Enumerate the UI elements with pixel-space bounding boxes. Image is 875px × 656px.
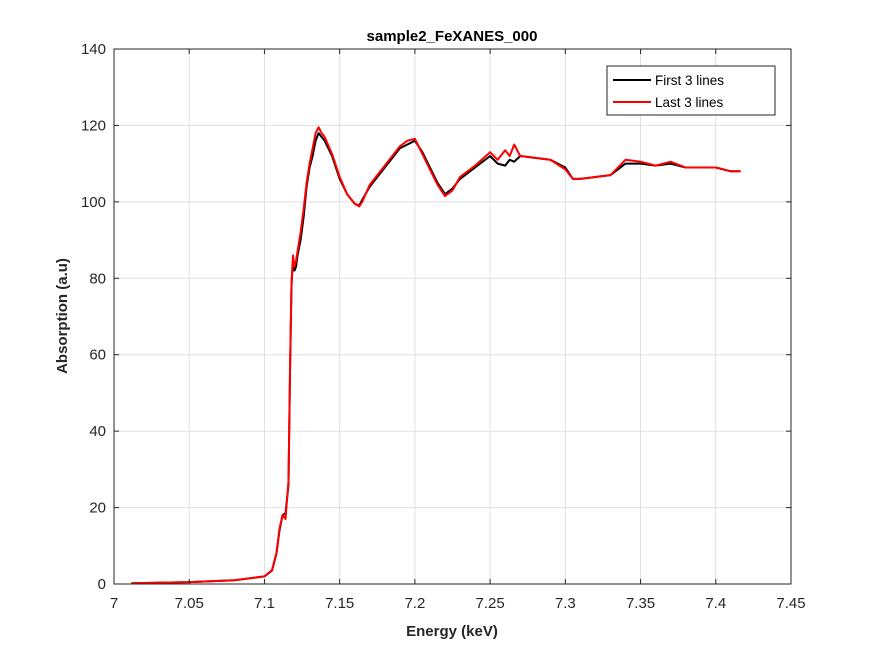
x-tick-label: 7.15 [325, 595, 354, 612]
x-tick-label: 7.05 [175, 595, 204, 612]
x-tick-label: 7.1 [254, 595, 275, 612]
axis-ticks [113, 48, 792, 585]
x-tick-label: 7.35 [626, 595, 655, 612]
x-tick-label: 7.2 [404, 595, 425, 612]
y-tick-label: 140 [81, 41, 106, 58]
y-tick-label: 20 [89, 500, 106, 517]
x-axis-label: Energy (keV) [406, 623, 498, 640]
axes-box [113, 48, 792, 585]
plot-area: 7 7.05 7.1 7.15 7.2 7.25 7.3 7.35 7.4 7.45 0 20 40 6… [81, 41, 806, 612]
y-tick-label: 60 [89, 347, 106, 364]
grid-lines [114, 49, 791, 584]
legend-box [606, 65, 776, 116]
y-axis-label: Absorption (a.u) [54, 258, 71, 374]
y-tick-label: 120 [81, 117, 106, 134]
legend-label-first-3-lines: First 3 lines [655, 73, 724, 88]
data-lines [131, 126, 741, 585]
x-tick-label: 7.3 [555, 595, 576, 612]
x-tick-label: 7.45 [776, 595, 805, 612]
chart-title: sample2_FeXANES_000 [367, 28, 538, 45]
series-line-last-3-lines [131, 126, 741, 585]
y-tick-label: 40 [89, 423, 106, 440]
y-tick-label: 80 [89, 270, 106, 287]
x-tick-label: 7.25 [476, 595, 505, 612]
y-tick-labels: 0 20 40 60 80 100 120 140 [81, 41, 106, 593]
y-tick-label: 0 [98, 576, 106, 593]
y-tick-label: 100 [81, 194, 106, 211]
axes-background [114, 49, 791, 584]
x-tick-labels: 7 7.05 7.1 7.15 7.2 7.25 7.3 7.35 7.4 7.45 [110, 595, 806, 612]
legend: First 3 lines Last 3 lines [606, 65, 776, 116]
legend-label-last-3-lines: Last 3 lines [655, 95, 724, 110]
x-tick-label: 7 [110, 595, 118, 612]
x-tick-label: 7.4 [705, 595, 726, 612]
